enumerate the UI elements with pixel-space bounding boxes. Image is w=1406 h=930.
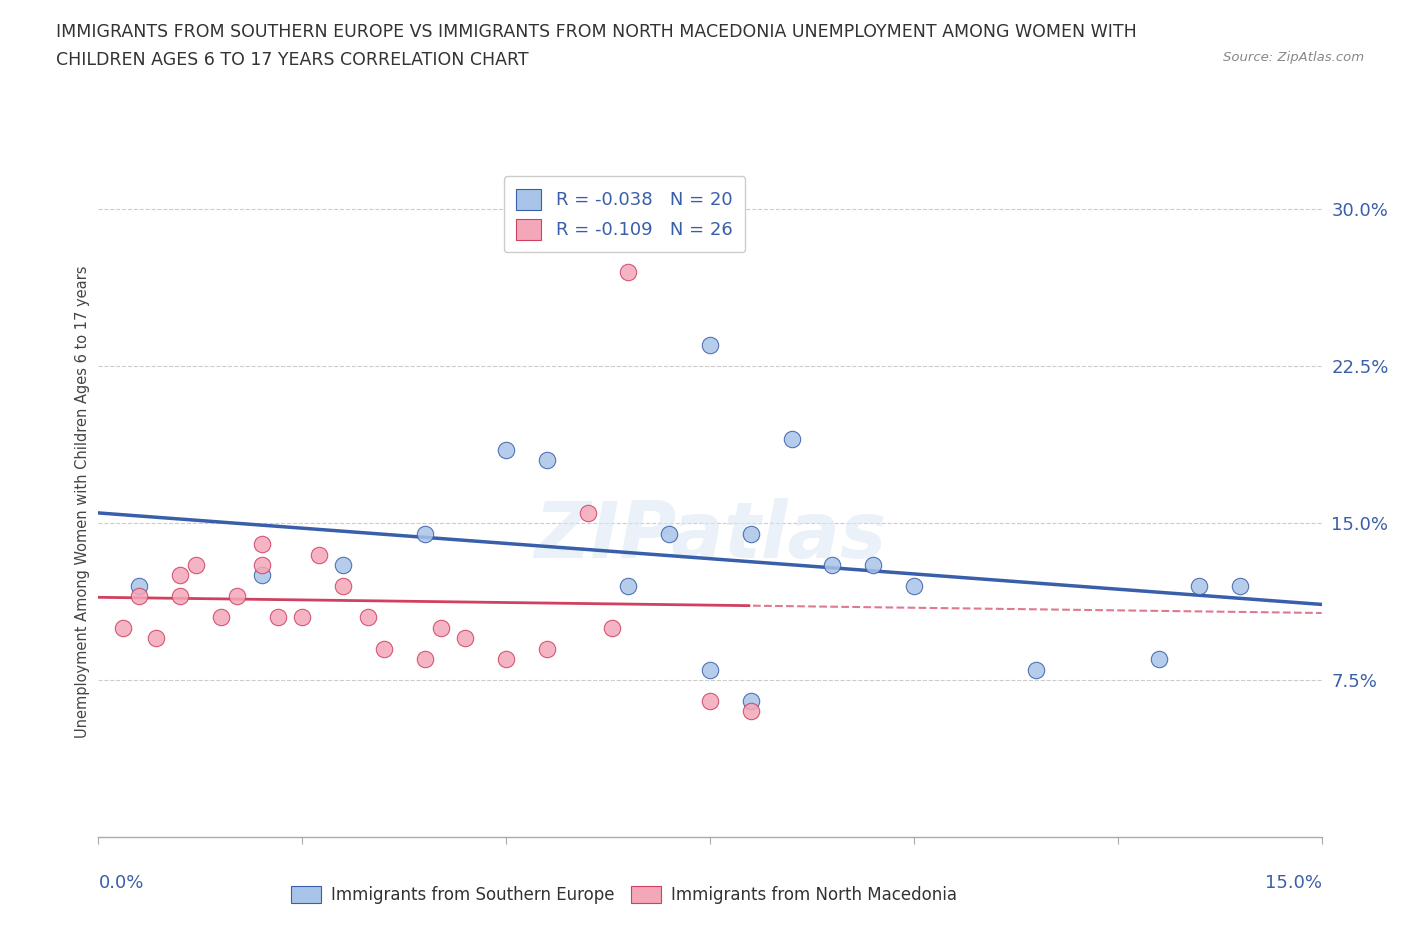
Point bbox=[536, 642, 558, 657]
Point bbox=[699, 338, 721, 352]
Text: 15.0%: 15.0% bbox=[1264, 874, 1322, 892]
Point bbox=[413, 526, 436, 541]
Point bbox=[740, 694, 762, 709]
Point bbox=[658, 526, 681, 541]
Point bbox=[454, 631, 477, 645]
Point bbox=[617, 265, 640, 280]
Point bbox=[332, 558, 354, 573]
Y-axis label: Unemployment Among Women with Children Ages 6 to 17 years: Unemployment Among Women with Children A… bbox=[75, 266, 90, 738]
Point bbox=[128, 589, 150, 604]
Point bbox=[1147, 652, 1170, 667]
Point bbox=[780, 432, 803, 447]
Point bbox=[169, 589, 191, 604]
Point bbox=[740, 704, 762, 719]
Point bbox=[862, 558, 884, 573]
Point bbox=[332, 578, 354, 593]
Point bbox=[495, 652, 517, 667]
Point bbox=[740, 526, 762, 541]
Point bbox=[1188, 578, 1211, 593]
Point bbox=[430, 620, 453, 635]
Point bbox=[267, 610, 290, 625]
Legend: Immigrants from Southern Europe, Immigrants from North Macedonia: Immigrants from Southern Europe, Immigra… bbox=[287, 881, 963, 909]
Point bbox=[617, 578, 640, 593]
Point bbox=[576, 505, 599, 520]
Point bbox=[169, 568, 191, 583]
Text: Source: ZipAtlas.com: Source: ZipAtlas.com bbox=[1223, 51, 1364, 64]
Text: ZIPatlas: ZIPatlas bbox=[534, 498, 886, 574]
Point bbox=[373, 642, 395, 657]
Point bbox=[821, 558, 844, 573]
Point bbox=[250, 558, 273, 573]
Point bbox=[128, 578, 150, 593]
Text: 0.0%: 0.0% bbox=[98, 874, 143, 892]
Point bbox=[308, 547, 330, 562]
Point bbox=[699, 694, 721, 709]
Point bbox=[226, 589, 249, 604]
Point bbox=[250, 568, 273, 583]
Point bbox=[413, 652, 436, 667]
Point bbox=[699, 662, 721, 677]
Point bbox=[291, 610, 314, 625]
Text: CHILDREN AGES 6 TO 17 YEARS CORRELATION CHART: CHILDREN AGES 6 TO 17 YEARS CORRELATION … bbox=[56, 51, 529, 69]
Point bbox=[1229, 578, 1251, 593]
Point bbox=[209, 610, 232, 625]
Point bbox=[111, 620, 134, 635]
Point bbox=[145, 631, 167, 645]
Point bbox=[600, 620, 623, 635]
Point bbox=[186, 558, 208, 573]
Point bbox=[536, 453, 558, 468]
Point bbox=[250, 537, 273, 551]
Point bbox=[903, 578, 925, 593]
Text: IMMIGRANTS FROM SOUTHERN EUROPE VS IMMIGRANTS FROM NORTH MACEDONIA UNEMPLOYMENT : IMMIGRANTS FROM SOUTHERN EUROPE VS IMMIG… bbox=[56, 23, 1137, 41]
Point bbox=[495, 443, 517, 458]
Point bbox=[356, 610, 378, 625]
Point bbox=[1025, 662, 1047, 677]
